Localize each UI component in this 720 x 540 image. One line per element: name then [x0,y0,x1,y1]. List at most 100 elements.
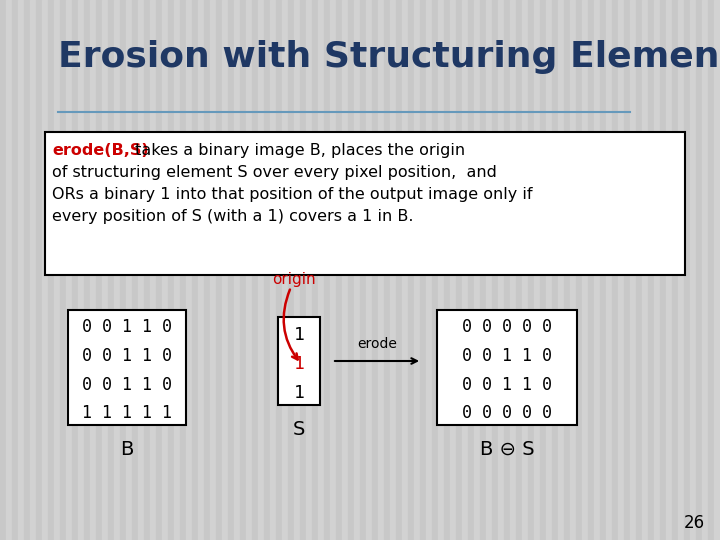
Bar [708,0,714,540]
Bar [618,0,624,540]
Bar [150,0,156,540]
Bar [510,0,516,540]
Bar [78,0,84,540]
Bar [552,0,558,540]
Bar [504,0,510,540]
Bar [96,0,102,540]
Bar [0,0,6,540]
Bar [210,0,216,540]
Bar [180,0,186,540]
FancyBboxPatch shape [45,132,685,275]
Bar [246,0,252,540]
Bar [408,0,414,540]
Bar [60,0,66,540]
Bar [264,0,270,540]
Bar [696,0,702,540]
Text: S: S [293,420,305,439]
Bar [528,0,534,540]
Text: every position of S (with a 1) covers a 1 in B.: every position of S (with a 1) covers a … [52,209,413,224]
Bar [546,0,552,540]
Bar [300,0,306,540]
Bar [624,0,630,540]
Text: 0 0 1 1 0: 0 0 1 1 0 [82,347,172,365]
Bar [282,0,288,540]
Bar [438,0,444,540]
Bar [426,0,432,540]
Bar [654,0,660,540]
Bar [30,0,36,540]
Bar [138,0,144,540]
Bar [486,0,492,540]
Bar [90,0,96,540]
Bar [522,0,528,540]
Text: 0 0 0 0 0: 0 0 0 0 0 [462,318,552,336]
Text: 0 0 1 1 0: 0 0 1 1 0 [82,376,172,394]
Bar [192,0,198,540]
Bar [480,0,486,540]
Bar [582,0,588,540]
Bar [462,0,468,540]
Bar [384,0,390,540]
Bar [312,0,318,540]
Bar [570,0,576,540]
FancyBboxPatch shape [278,317,320,405]
Bar [444,0,450,540]
Bar [354,0,360,540]
Bar [318,0,324,540]
Text: 0 0 1 1 0: 0 0 1 1 0 [82,318,172,336]
Bar [72,0,78,540]
Bar [198,0,204,540]
Bar [390,0,396,540]
Bar [342,0,348,540]
Bar [330,0,336,540]
Bar [12,0,18,540]
Bar [540,0,546,540]
Text: of structuring element S over every pixel position,  and: of structuring element S over every pixe… [52,165,497,180]
Bar [402,0,408,540]
Bar [420,0,426,540]
Bar [42,0,48,540]
Bar [18,0,24,540]
Bar [456,0,462,540]
Bar [162,0,168,540]
Bar [516,0,522,540]
Text: 0 0 1 1 0: 0 0 1 1 0 [462,376,552,394]
Bar [24,0,30,540]
Bar [666,0,672,540]
Text: erode: erode [357,337,397,351]
Bar [594,0,600,540]
Bar [606,0,612,540]
Bar [252,0,258,540]
Text: B: B [120,440,134,459]
Bar [36,0,42,540]
Bar [240,0,246,540]
Text: B ⊖ S: B ⊖ S [480,440,534,459]
Bar [702,0,708,540]
Bar [474,0,480,540]
Text: 1 1 1 1 1: 1 1 1 1 1 [82,404,172,422]
Bar [234,0,240,540]
Bar [564,0,570,540]
Bar [222,0,228,540]
Bar [66,0,72,540]
Bar [228,0,234,540]
Bar [714,0,720,540]
Bar [324,0,330,540]
Bar [258,0,264,540]
Bar [48,0,54,540]
Bar [498,0,504,540]
Bar [54,0,60,540]
Text: ORs a binary 1 into that position of the output image only if: ORs a binary 1 into that position of the… [52,187,533,202]
Bar [270,0,276,540]
FancyBboxPatch shape [68,310,186,425]
Bar [450,0,456,540]
Bar [432,0,438,540]
Bar [132,0,138,540]
Bar [360,0,366,540]
Text: Erosion with Structuring Elements: Erosion with Structuring Elements [58,40,720,74]
FancyBboxPatch shape [437,310,577,425]
Text: erode(B,S): erode(B,S) [52,143,148,158]
Bar [672,0,678,540]
Bar [276,0,282,540]
Bar [108,0,114,540]
